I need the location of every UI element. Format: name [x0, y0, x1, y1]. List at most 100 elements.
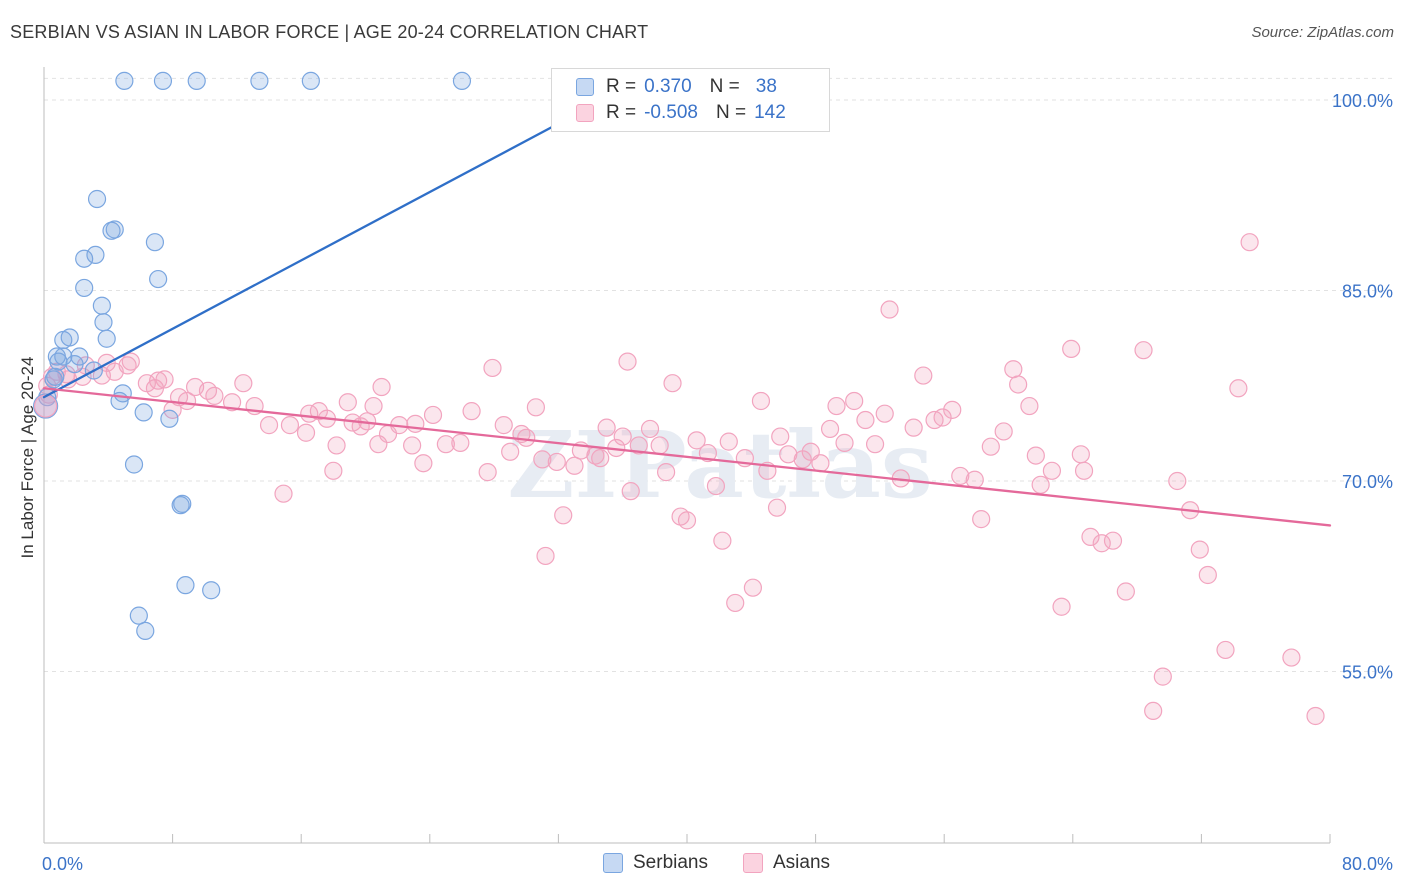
serbian-point	[176, 576, 195, 595]
asian-point	[771, 427, 790, 446]
asian-point	[483, 358, 502, 378]
n-label: N =	[715, 102, 747, 123]
asian-point	[1190, 540, 1209, 559]
y-axis-label: In Labor Force | Age 20-24	[18, 357, 37, 559]
series-legend: Serbians Asians	[0, 852, 1406, 878]
legend-swatch-serbians	[576, 78, 594, 96]
asian-point	[327, 436, 346, 455]
asian-point	[663, 374, 682, 393]
asian-point	[34, 394, 58, 418]
serbian-point	[160, 409, 179, 428]
serbian-point	[33, 393, 59, 419]
asian-point	[274, 484, 293, 503]
asian-point	[904, 418, 923, 437]
serbian-point	[145, 233, 165, 252]
asian-point	[501, 442, 520, 461]
asian-point	[827, 396, 846, 416]
asian-point	[177, 391, 197, 411]
asian-point	[451, 433, 470, 452]
legend-swatch-asians	[576, 104, 594, 122]
asian-point	[423, 405, 443, 425]
asian-point	[713, 531, 732, 550]
n-value-asians: 142	[754, 102, 786, 123]
serbian-point	[94, 313, 113, 332]
serbian-point	[105, 220, 124, 239]
asian-point	[613, 427, 632, 446]
asian-point	[280, 416, 300, 435]
legend-item-asians[interactable]: Asians	[743, 852, 830, 874]
serbian-point	[65, 355, 84, 374]
asian-point	[1306, 706, 1325, 726]
legend-row-serbians: R = 0.370 N = 38	[576, 74, 777, 100]
asian-point	[726, 593, 745, 613]
asian-point	[149, 371, 168, 390]
asian-point	[364, 396, 383, 416]
y-tick-label: 85.0%	[1342, 281, 1393, 301]
serbian-point	[75, 249, 94, 268]
asian-point	[155, 370, 174, 389]
asian-point	[914, 366, 933, 385]
asian-point	[1134, 341, 1153, 360]
asian-point	[1062, 339, 1081, 358]
asian-point	[751, 391, 771, 411]
chart-title: SERBIAN VS ASIAN IN LABOR FORCE | AGE 20…	[10, 22, 649, 42]
correlation-legend: R = 0.370 N = 38 R = -0.508 N = 142	[551, 68, 830, 132]
asian-point	[951, 466, 970, 486]
asian-point	[1071, 445, 1090, 464]
serbian-trend-line	[42, 79, 640, 399]
asian-point	[621, 482, 640, 501]
asian-point	[856, 410, 875, 430]
asian-point	[1216, 640, 1235, 660]
asian-point	[414, 454, 433, 473]
asian-point	[943, 400, 962, 419]
y-tick-label: 70.0%	[1342, 472, 1393, 492]
asian-point	[698, 443, 717, 463]
asian-trend-line	[42, 387, 1332, 527]
asian-point	[811, 454, 830, 473]
asian-point	[1026, 446, 1045, 465]
asian-point	[706, 476, 726, 496]
asian-point	[1240, 233, 1259, 252]
watermark: ZIPatlas	[507, 411, 932, 519]
asian-point	[517, 428, 536, 447]
asian-point	[1004, 360, 1023, 379]
r-label: R =	[606, 76, 637, 97]
asian-point	[981, 437, 1000, 456]
serbian-point	[452, 71, 472, 90]
asian-point	[591, 449, 610, 468]
asian-point	[406, 414, 425, 433]
asian-point	[650, 436, 669, 455]
serbian-point	[97, 329, 116, 348]
asian-point	[1229, 379, 1248, 398]
serbian-point	[173, 494, 192, 513]
serbian-point	[75, 278, 94, 298]
serbian-point	[149, 269, 168, 289]
asian-point	[1103, 531, 1123, 550]
asian-point	[1052, 597, 1071, 616]
y-tick-label: 100.0%	[1332, 91, 1393, 111]
asian-point	[1020, 396, 1039, 416]
asian-point	[462, 402, 481, 421]
asian-point	[1153, 667, 1172, 686]
asian-point	[875, 404, 894, 423]
asian-point	[1116, 582, 1135, 601]
asian-point	[533, 450, 552, 469]
asian-point	[687, 431, 706, 450]
asian-point	[972, 510, 991, 529]
asian-point	[597, 418, 616, 437]
serbian-point	[250, 71, 269, 90]
asian-point	[1092, 534, 1111, 553]
legend-item-serbians[interactable]: Serbians	[603, 852, 708, 874]
asian-point	[629, 436, 648, 455]
asian-point	[554, 506, 573, 525]
serbian-point	[49, 352, 68, 371]
asian-point	[372, 377, 391, 397]
asian-point	[222, 393, 242, 412]
asian-point	[403, 436, 422, 455]
asian-point	[494, 416, 513, 435]
asian-point	[865, 435, 885, 454]
asian-point	[965, 470, 984, 489]
serbian-point	[87, 189, 107, 209]
asian-point	[933, 408, 952, 427]
asian-point	[880, 300, 899, 319]
